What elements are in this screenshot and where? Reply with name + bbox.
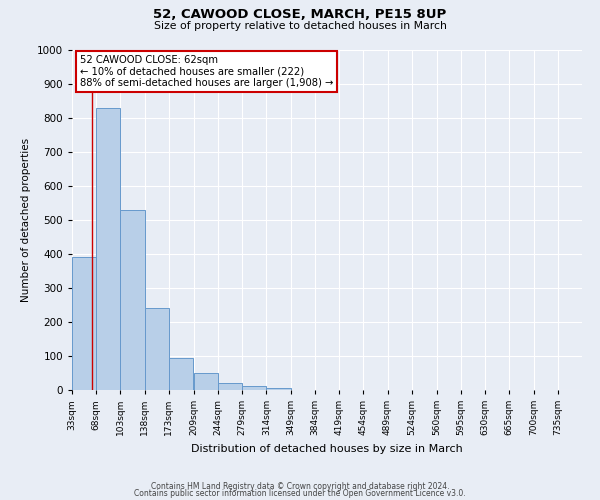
Bar xyxy=(242,386,266,390)
Bar xyxy=(121,210,145,390)
Bar xyxy=(194,373,218,390)
Y-axis label: Number of detached properties: Number of detached properties xyxy=(21,138,31,302)
Bar xyxy=(72,258,96,390)
Bar xyxy=(96,108,121,390)
X-axis label: Distribution of detached houses by size in March: Distribution of detached houses by size … xyxy=(191,444,463,454)
Text: Contains public sector information licensed under the Open Government Licence v3: Contains public sector information licen… xyxy=(134,488,466,498)
Text: Contains HM Land Registry data © Crown copyright and database right 2024.: Contains HM Land Registry data © Crown c… xyxy=(151,482,449,491)
Text: 52, CAWOOD CLOSE, MARCH, PE15 8UP: 52, CAWOOD CLOSE, MARCH, PE15 8UP xyxy=(154,8,446,20)
Bar xyxy=(169,358,193,390)
Bar xyxy=(218,383,242,390)
Text: Size of property relative to detached houses in March: Size of property relative to detached ho… xyxy=(154,21,446,31)
Text: 52 CAWOOD CLOSE: 62sqm
← 10% of detached houses are smaller (222)
88% of semi-de: 52 CAWOOD CLOSE: 62sqm ← 10% of detached… xyxy=(80,55,333,88)
Bar xyxy=(145,308,169,390)
Bar xyxy=(266,388,290,390)
